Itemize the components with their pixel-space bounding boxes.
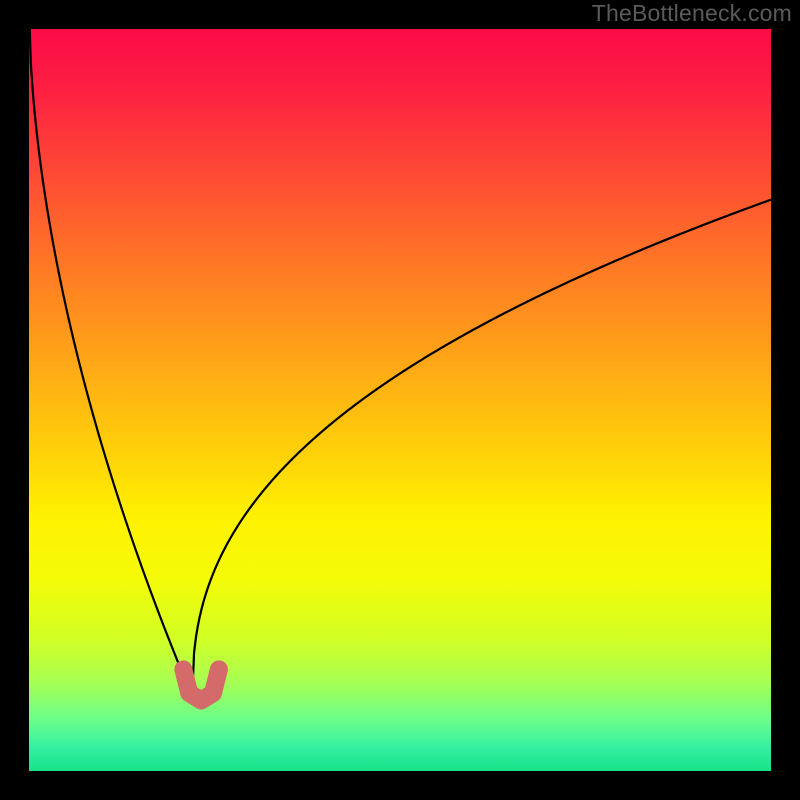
watermark-text: TheBottleneck.com [592,0,792,27]
chart-container: TheBottleneck.com [0,0,800,800]
bottleneck-chart [0,0,800,800]
plot-area [0,0,800,800]
chart-background [29,29,771,771]
